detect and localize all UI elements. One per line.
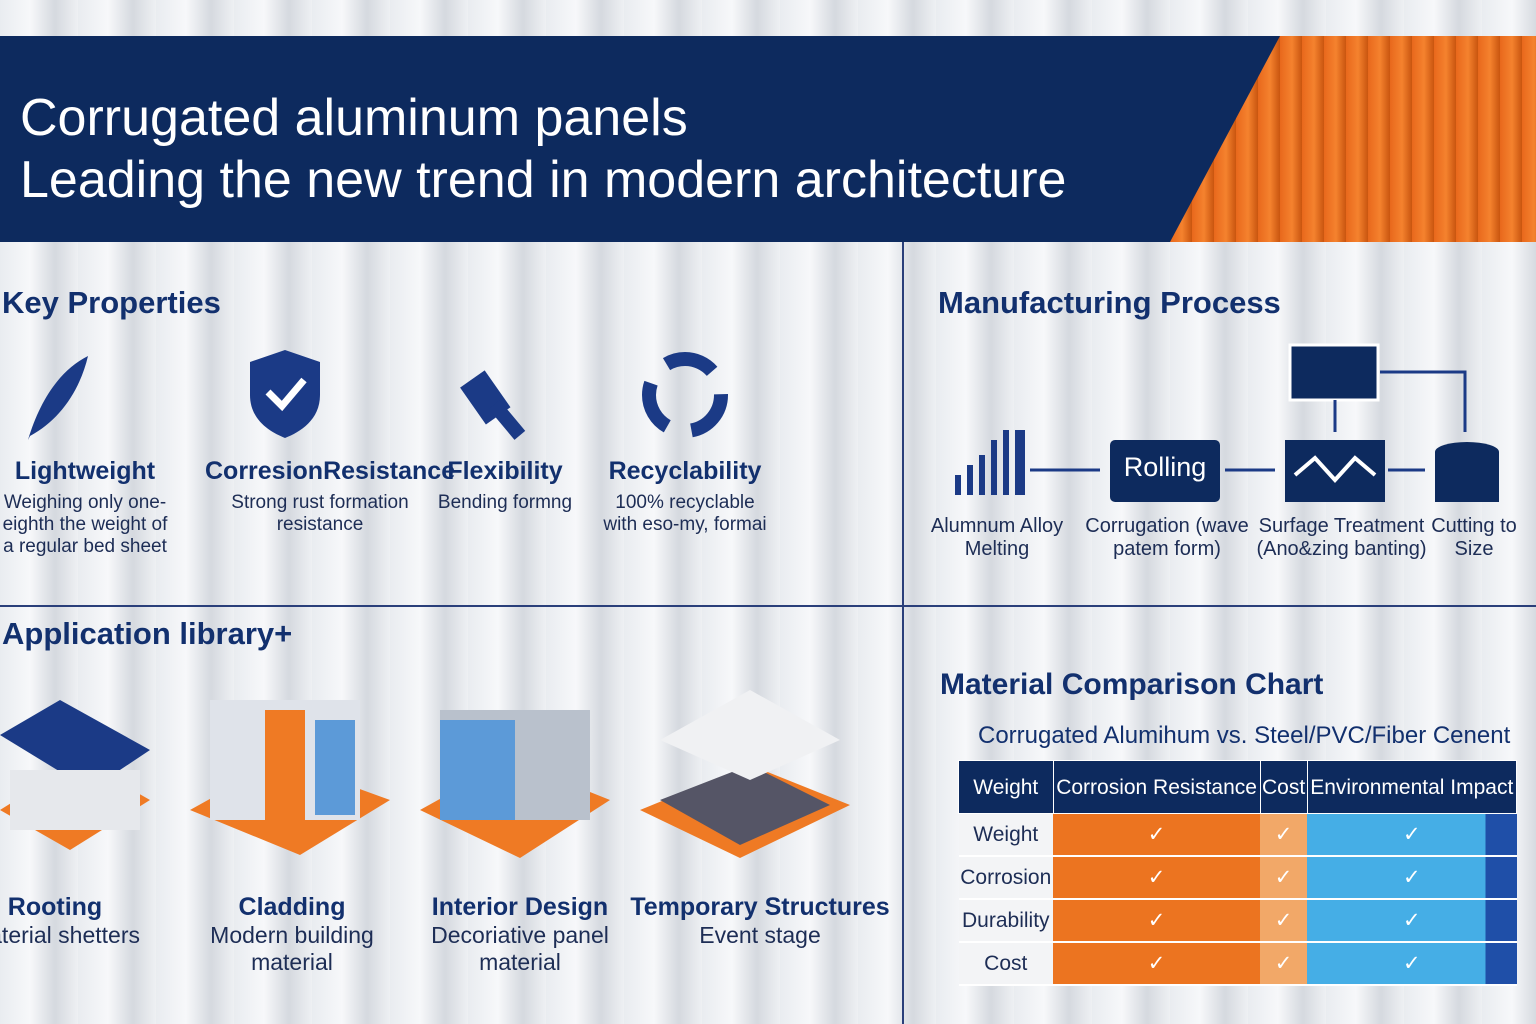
header-cell: Corrosion Resistance <box>1052 760 1261 814</box>
table-cell: ✓ <box>1260 899 1308 943</box>
table-row: Weight ✓ ✓ ✓ <box>958 813 1517 857</box>
header-cell: Weight <box>958 760 1054 814</box>
table-cell: ✓ <box>1307 813 1517 857</box>
section-title: Key Properties <box>2 285 221 320</box>
comparison-subtitle: Corrugated Alumihum vs. Steel/PVC/Fiber … <box>978 722 1511 749</box>
application: Temporary Structures Event stage <box>630 893 890 949</box>
table-cell: Cost <box>958 942 1054 986</box>
application-name: Rooting <box>7 893 103 921</box>
table-cell: Weight <box>958 813 1054 857</box>
application: Cladding Modern building material <box>172 893 412 976</box>
table-cell: Corrosion <box>958 856 1054 900</box>
process-step: Surfage Treatment (Ano&zing banting) <box>1256 515 1427 560</box>
property: CorresionResistance Strong rust formation… <box>205 457 456 536</box>
comparison-table: Weight Corrosion Resistance Cost Environmen… <box>958 760 1518 986</box>
section-title: Manufacturing Process <box>938 285 1281 320</box>
divider <box>902 242 904 1024</box>
table-cell: ✓ <box>1260 942 1308 986</box>
application-name: Temporary Structures <box>630 893 890 921</box>
process-diagram <box>955 343 1499 502</box>
property-name: Lightweight <box>14 457 156 485</box>
application-name: Interior Design <box>431 893 609 921</box>
property-description: Weighing only one-eighth the weight of a… <box>2 492 168 557</box>
table-row: Cost ✓ ✓ ✓ <box>958 942 1517 986</box>
table-cell: ✓ <box>1307 856 1517 900</box>
application-name: Cladding <box>238 893 346 921</box>
property-description: Strong rust formation resistance <box>231 492 409 535</box>
property-description: Bending formng <box>437 492 573 513</box>
table-cell: ✓ <box>1307 942 1517 986</box>
table-cell: ✓ <box>1260 856 1308 900</box>
application-description: Modern building material <box>210 922 374 975</box>
application: Interior Design Decoriative panel materia… <box>400 893 640 976</box>
property-description: 100% recyclable with eso-my, formai <box>603 492 767 535</box>
table-row: Durability ✓ ✓ ✓ <box>958 899 1517 943</box>
section-title: Application library+ <box>2 616 293 651</box>
divider <box>0 605 1536 607</box>
rolling-box: Rolling <box>1123 452 1207 482</box>
application-description: Decoriative panel material <box>431 922 609 975</box>
title: Corrugated aluminum panels <box>20 89 688 147</box>
property-name: Recyclability <box>608 457 762 485</box>
table-cell: ✓ <box>1053 899 1261 943</box>
illustrations <box>0 690 850 858</box>
application-description: Material shetters <box>0 922 140 948</box>
comparison-title: Material Comparison Chart <box>940 668 1324 701</box>
property-name: Flexibility <box>447 457 563 485</box>
icons <box>28 350 728 440</box>
application-description: Event stage <box>699 922 821 948</box>
table-cell: ✓ <box>1260 813 1308 857</box>
title: Leading the new trend in modern architec… <box>20 151 1067 209</box>
process-step: Corrugation (wave patem form) <box>1085 515 1249 560</box>
table-row: Corrosion ✓ ✓ ✓ <box>958 856 1517 900</box>
property: Flexibility Bending formng <box>420 457 590 514</box>
header-cell: Environmental Impact <box>1306 760 1518 814</box>
property: Lightweight Weighing only one-eighth the … <box>0 457 170 558</box>
table-cell: ✓ <box>1053 856 1261 900</box>
table-cell: Durability <box>958 899 1054 943</box>
table-cell: ✓ <box>1307 899 1517 943</box>
table-cell: ✓ <box>1053 813 1261 857</box>
process-step: Cutting to Size <box>1431 515 1517 560</box>
process-step: Alumnum Alloy Melting <box>930 515 1064 560</box>
property-name: CorresionResistance <box>205 457 456 485</box>
table-cell: ✓ <box>1053 942 1261 986</box>
header-cell: Cost <box>1259 760 1308 814</box>
application: RootingMaterial shetters <box>0 893 175 949</box>
property: Recyclability 100% recyclable with eso-my… <box>600 457 770 536</box>
